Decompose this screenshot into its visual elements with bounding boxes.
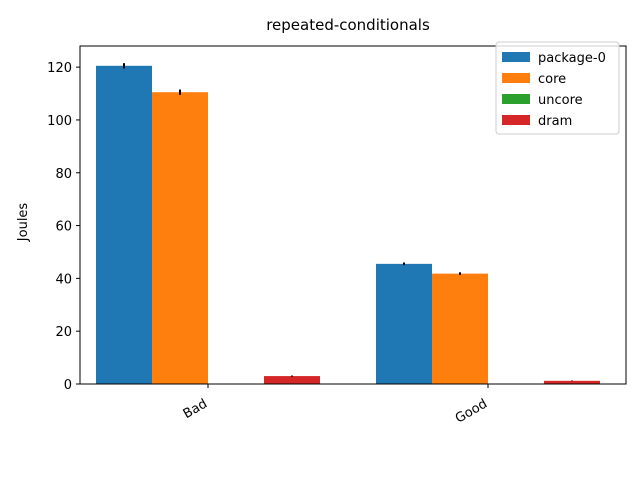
y-tick-label: 20 (55, 325, 72, 340)
legend-swatch-dram (502, 115, 530, 125)
legend-box (495, 41, 620, 135)
bar-dram-good (544, 380, 600, 384)
legend-swatch-package-0 (502, 52, 530, 62)
y-tick-label: 40 (55, 272, 72, 287)
legend-swatch-core (502, 73, 530, 83)
bar-package-0-good (376, 263, 432, 384)
legend-label-dram: dram (538, 114, 572, 129)
legend-label-package-0: package-0 (538, 51, 606, 66)
y-tick-label: 120 (47, 61, 72, 76)
chart-title: repeated-conditionals (266, 16, 430, 34)
y-axis-title: Joules (16, 203, 31, 243)
bar-core-bad (152, 92, 208, 384)
y-tick-label: 100 (47, 114, 72, 129)
plot-area: 0 20 40 60 80 100 120 Bad Good (47, 45, 627, 427)
x-tick-label-good: Good (453, 396, 490, 426)
y-tick-label: 0 (64, 378, 72, 393)
legend-label-core: core (538, 72, 566, 87)
y-tick-label: 80 (55, 167, 72, 182)
y-tick-label: 60 (55, 220, 72, 235)
legend-label-uncore: uncore (538, 93, 583, 108)
plot-frame (79, 45, 627, 385)
bar-dram-bad (264, 376, 320, 384)
bar-package-0-bad (96, 65, 152, 384)
legend: package-0 core uncore dram (495, 41, 620, 135)
x-tick-label-bad: Bad (181, 396, 210, 422)
legend-swatch-uncore (502, 94, 530, 104)
bar-core-good (432, 273, 488, 384)
